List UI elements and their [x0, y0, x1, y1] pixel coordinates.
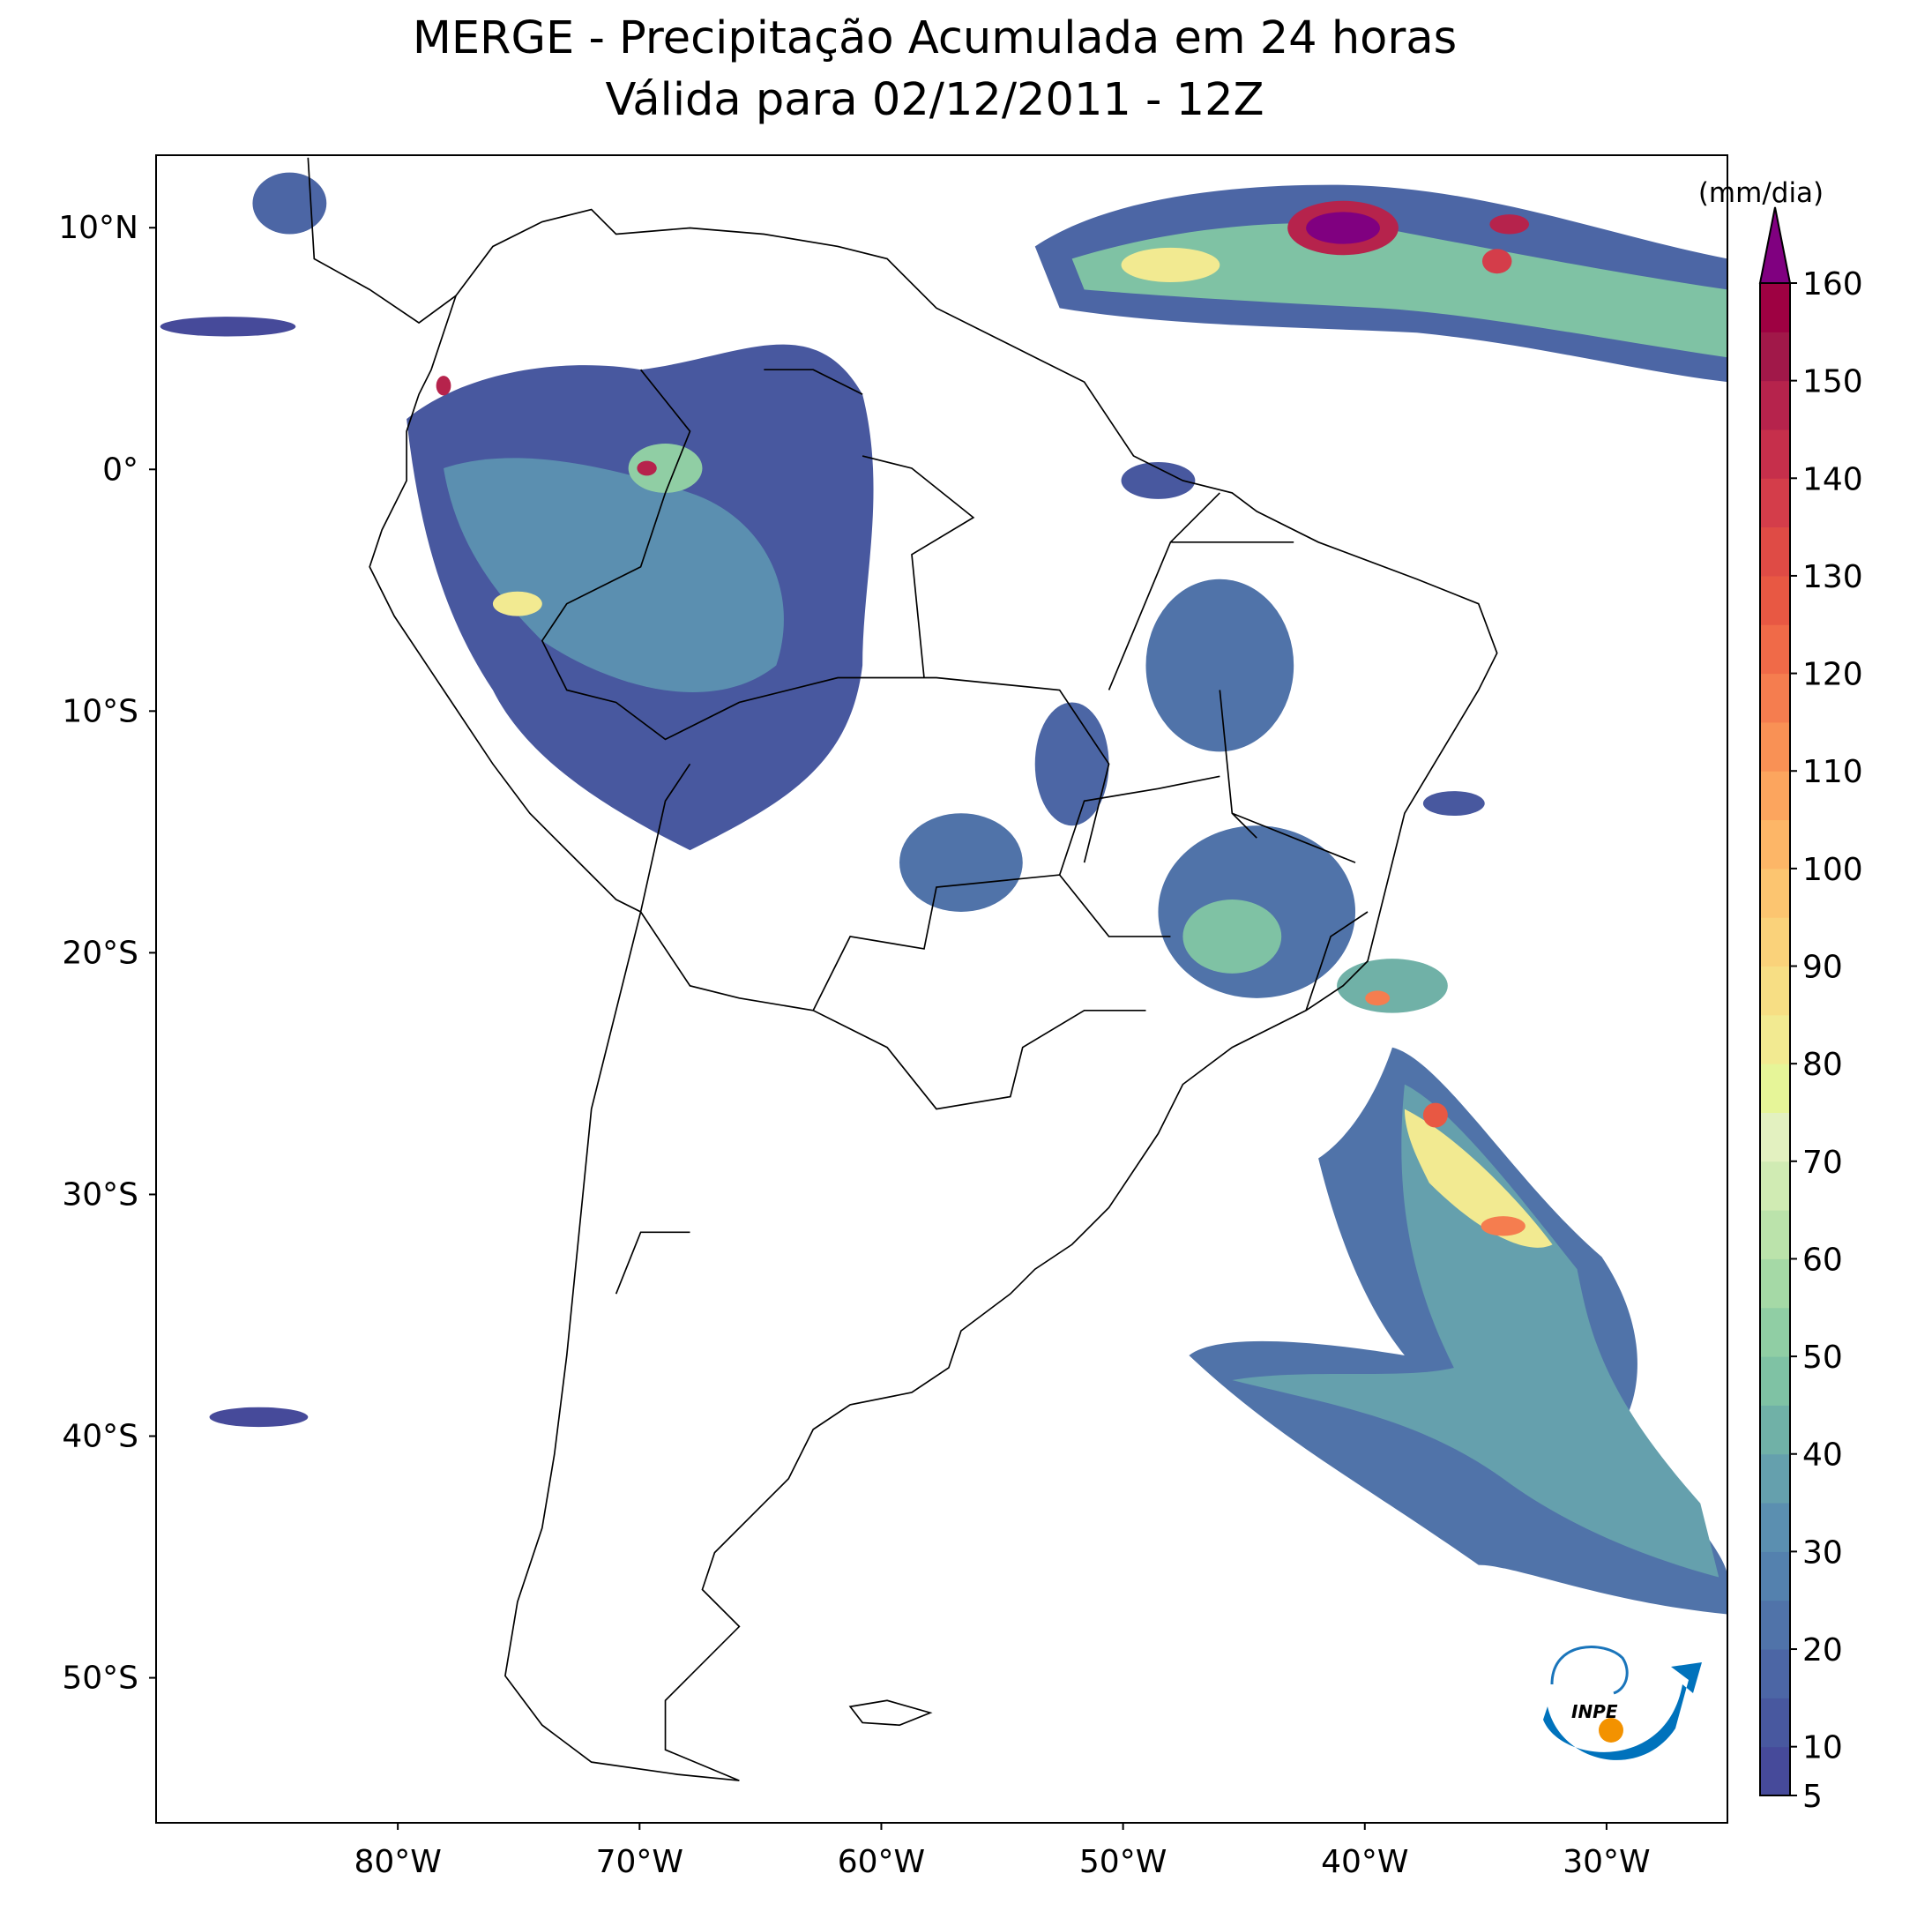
colorbar-bin [1760, 1014, 1790, 1064]
colorbar-bin [1760, 1453, 1790, 1504]
colorbar-tick-label: 160 [1802, 266, 1863, 302]
colorbar-tick-label: 40 [1802, 1437, 1843, 1474]
map-frame [155, 154, 1728, 1824]
colorbar-bin [1760, 1698, 1790, 1748]
colorbar-bin [1760, 380, 1790, 430]
logo-dot [1599, 1718, 1623, 1743]
map-title: MERGE - Precipitação Acumulada em 24 hor… [413, 12, 1457, 64]
x-tick-label: 50°W [1079, 1844, 1167, 1880]
logo-arrow [1543, 1662, 1702, 1760]
colorbar-bin [1760, 283, 1790, 332]
colorbar-unit: (mm/dia) [1698, 177, 1824, 209]
colorbar-tick-label: 150 [1802, 364, 1863, 400]
colorbar-tick-label: 80 [1802, 1047, 1843, 1083]
colorbar-bin [1760, 771, 1790, 821]
colorbar-bin [1760, 917, 1790, 967]
colorbar-bin [1760, 1649, 1790, 1698]
y-tick-label: 30°S [62, 1176, 138, 1213]
colorbar-bin [1760, 429, 1790, 479]
x-tick-label: 70°W [596, 1844, 683, 1880]
map-subtitle: Válida para 02/12/2011 - 12Z [605, 74, 1264, 126]
logo-text: INPE [1571, 1701, 1618, 1722]
logo: INPE [1540, 1616, 1711, 1774]
colorbar-bin [1760, 1356, 1790, 1406]
x-tick-label: 60°W [838, 1844, 925, 1880]
colorbar-tick-label: 10 [1802, 1730, 1843, 1766]
colorbar-bin [1760, 332, 1790, 382]
colorbar-bin [1760, 1064, 1790, 1113]
colorbar-bin [1760, 721, 1790, 772]
y-tick-label: 10°N [58, 210, 138, 246]
colorbar-bin [1760, 624, 1790, 675]
colorbar-tick-label: 60 [1802, 1242, 1843, 1278]
colorbar-tick-label: 30 [1802, 1534, 1843, 1571]
colorbar-bin [1760, 1307, 1790, 1357]
x-tick-label: 40°W [1321, 1844, 1408, 1880]
colorbar-bin [1760, 819, 1790, 870]
colorbar-tick-label: 100 [1802, 852, 1863, 888]
colorbar-tick-label: 50 [1802, 1340, 1843, 1376]
colorbar-bin [1760, 966, 1790, 1016]
colorbar-tick-label: 20 [1802, 1632, 1843, 1668]
precip-field [160, 172, 1727, 1615]
map-area [160, 157, 1727, 1781]
colorbar-bin [1760, 1746, 1790, 1796]
logo-orbit [1550, 1646, 1629, 1695]
colorbar-extend [1758, 206, 1792, 284]
colorbar-tick-label: 130 [1802, 559, 1863, 595]
colorbar-bin [1760, 1112, 1790, 1162]
colorbar-bin [1760, 478, 1790, 528]
colorbar-tick-label: 120 [1802, 657, 1863, 693]
x-tick-label: 30°W [1563, 1844, 1650, 1880]
colorbar-tick-label: 90 [1802, 950, 1843, 986]
colorbar-tick-label: 140 [1802, 461, 1863, 497]
coastlines [307, 157, 1498, 1781]
y-tick-label: 0° [102, 452, 138, 488]
y-tick-label: 20°S [62, 935, 138, 971]
colorbar-bin [1760, 1503, 1790, 1552]
colorbar-bin [1760, 575, 1790, 625]
colorbar-tick-label: 110 [1802, 754, 1863, 790]
colorbar-tick-label: 70 [1802, 1145, 1843, 1181]
colorbar-bin [1760, 868, 1790, 918]
colorbar-bin [1760, 1161, 1790, 1211]
x-tick-label: 80°W [354, 1844, 441, 1880]
y-tick-label: 10°S [62, 693, 138, 729]
colorbar-bin [1760, 673, 1790, 723]
colorbar-bin [1760, 1600, 1790, 1650]
colorbar-bin [1760, 526, 1790, 577]
y-tick-label: 40°S [62, 1419, 138, 1455]
colorbar-frame [1759, 282, 1791, 1796]
colorbar-bin [1760, 1210, 1790, 1259]
colorbar-bin [1760, 1551, 1790, 1601]
y-tick-label: 50°S [62, 1661, 138, 1697]
colorbar-bin [1760, 1405, 1790, 1455]
colorbar-bin [1760, 1258, 1790, 1309]
colorbar-tick-label: 5 [1802, 1779, 1823, 1815]
